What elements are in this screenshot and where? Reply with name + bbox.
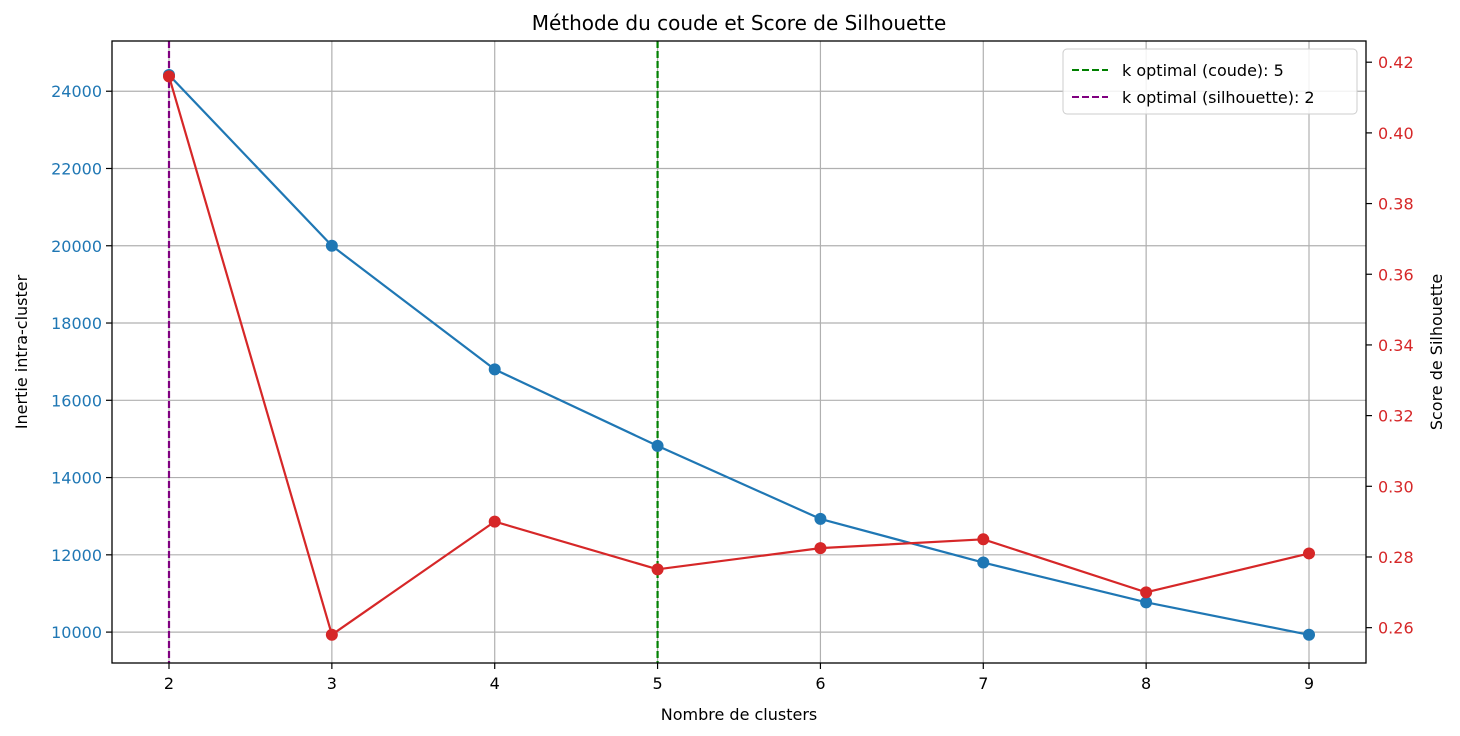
x-tick-label: 5 [652, 674, 662, 693]
legend-box [1062, 48, 1358, 115]
data-point-left [814, 512, 827, 525]
y-left-tick-label: 12000 [51, 546, 102, 565]
y-left-tick-label: 20000 [51, 237, 102, 256]
data-point-left [651, 439, 664, 452]
data-point-right [488, 515, 501, 528]
y-right-tick-label: 0.40 [1378, 124, 1414, 143]
y-right-tick-label: 0.30 [1378, 477, 1414, 496]
y-left-tick-label: 18000 [51, 314, 102, 333]
data-point-right [325, 628, 338, 641]
data-point-right [814, 542, 827, 555]
x-tick-label: 9 [1304, 674, 1314, 693]
data-point-right [651, 563, 664, 576]
y-right-tick-label: 0.42 [1378, 53, 1414, 72]
axis-layer: 2 3 4 5 6 7 8 9 10000 12000 14000 16000 18000 20000 22… [51, 53, 1414, 693]
series-layer [163, 68, 1315, 641]
x-tick-label: 4 [490, 674, 500, 693]
x-axis-title: Nombre de clusters [661, 705, 818, 724]
y-axis-right-title: Score de Silhouette [1427, 274, 1446, 430]
legend-label-coude: k optimal (coude): 5 [1122, 61, 1284, 80]
y-axis-left-title: Inertie intra-cluster [12, 274, 31, 429]
y-left-tick-label: 10000 [51, 623, 102, 642]
plot-frame [111, 40, 1367, 664]
y-left-tick-label: 16000 [51, 391, 102, 410]
data-point-right [1303, 547, 1315, 560]
reference-lines-layer [167, 41, 659, 663]
x-tick-label: 7 [978, 674, 988, 693]
data-point-left [1140, 596, 1153, 609]
data-point-left [977, 556, 990, 569]
y-left-tick-label: 24000 [51, 82, 102, 101]
data-point-right [163, 70, 175, 83]
grid-layer [112, 41, 1366, 663]
data-point-right [1140, 586, 1153, 599]
series-line-right [167, 75, 1310, 636]
data-point-right [977, 533, 990, 546]
x-tick-label: 2 [164, 674, 174, 693]
series-line-left [168, 74, 1310, 636]
y-right-tick-label: 0.34 [1378, 336, 1414, 355]
legend-label-silhouette: k optimal (silhouette): 2 [1122, 88, 1315, 107]
x-tick-label: 3 [327, 674, 337, 693]
data-point-left [488, 363, 501, 376]
chart-title: Méthode du coude et Score de Silhouette [532, 11, 947, 35]
x-tick-label: 6 [815, 674, 825, 693]
y-right-tick-label: 0.32 [1378, 407, 1414, 426]
y-left-tick-label: 14000 [51, 469, 102, 488]
y-left-tick-label: 22000 [51, 159, 102, 178]
y-right-tick-label: 0.38 [1378, 195, 1414, 214]
x-tick-label: 8 [1141, 674, 1151, 693]
y-right-tick-label: 0.28 [1378, 548, 1414, 567]
y-right-tick-label: 0.36 [1378, 265, 1414, 284]
legend: k optimal (coude): 5 k optimal (silhouet… [1062, 48, 1358, 115]
data-point-left [325, 239, 338, 252]
data-point-left [1303, 628, 1315, 641]
y-right-tick-label: 0.26 [1378, 619, 1414, 638]
